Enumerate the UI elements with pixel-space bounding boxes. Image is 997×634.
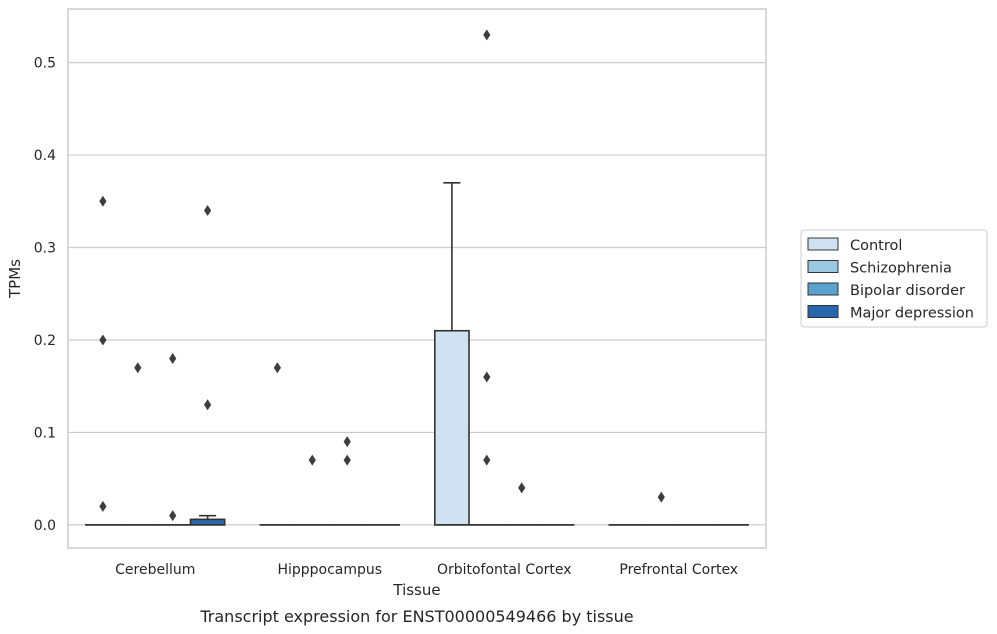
x-tick-label: Prefrontal Cortex xyxy=(619,562,738,578)
outlier-point xyxy=(169,352,177,364)
legend: Control Schizophrenia Bipolar disorder Majo… xyxy=(800,229,988,328)
x-tick-label: Orbitofontal Cortex xyxy=(437,562,572,578)
y-axis-label: TPMs xyxy=(6,259,24,299)
y-tick-label: 0.2 xyxy=(34,333,56,349)
legend-label: Bipolar disorder xyxy=(850,283,965,299)
outlier-point xyxy=(204,205,212,217)
x-tick-labels: Cerebellum Hipppocampus Orbitofontal Corte… xyxy=(115,562,738,578)
outlier-point xyxy=(343,436,351,448)
box xyxy=(433,329,470,526)
outlier-point xyxy=(204,399,212,411)
outlier-point xyxy=(273,362,281,374)
y-tick-label: 0.3 xyxy=(34,241,56,257)
y-tick-label: 0.4 xyxy=(34,148,56,164)
outlier-point xyxy=(99,195,107,207)
outlier-point xyxy=(99,500,107,512)
outlier-point xyxy=(518,482,526,494)
outlier-point xyxy=(483,371,491,383)
legend-label: Major depression xyxy=(850,306,974,322)
outlier-point xyxy=(483,29,491,41)
box xyxy=(189,518,226,526)
legend-label: Control xyxy=(850,238,902,254)
legend-swatch xyxy=(807,282,839,296)
x-tick-label: Cerebellum xyxy=(115,562,195,578)
plot-frame xyxy=(67,8,767,549)
legend-label: Schizophrenia xyxy=(850,261,952,277)
outlier-point xyxy=(99,334,107,346)
outlier-point xyxy=(343,454,351,466)
outlier-point xyxy=(657,491,665,503)
outlier-point xyxy=(134,362,142,374)
y-tick-label: 0.0 xyxy=(34,518,56,534)
chart-caption: Transcript expression for ENST0000054946… xyxy=(199,607,633,626)
legend-swatch xyxy=(807,260,839,273)
legend-swatch xyxy=(807,237,839,251)
y-tick-label: 0.5 xyxy=(34,56,56,72)
outlier-point xyxy=(483,454,491,466)
legend-swatch xyxy=(807,305,839,318)
y-tick-label: 0.1 xyxy=(34,425,56,441)
outlier-points xyxy=(99,29,665,522)
x-tick-label: Hipppocampus xyxy=(277,562,382,578)
outlier-point xyxy=(308,454,316,466)
box-series xyxy=(84,182,750,526)
y-tick-labels: 0.0 0.1 0.2 0.3 0.4 0.5 xyxy=(34,56,56,534)
legend-frame xyxy=(800,229,988,328)
x-axis-label: Tissue xyxy=(392,581,440,599)
outlier-point xyxy=(169,510,177,522)
